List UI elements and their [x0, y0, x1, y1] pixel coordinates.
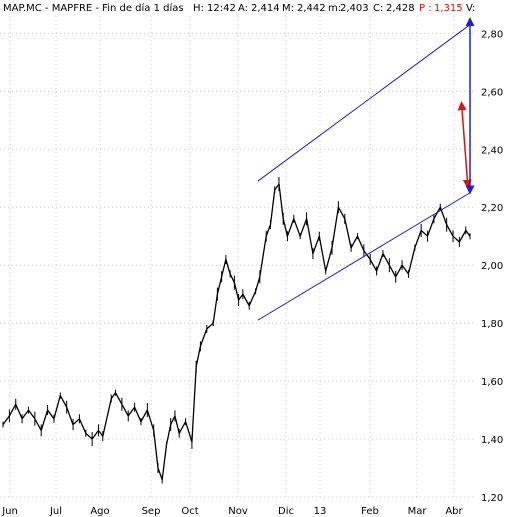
- y-tick-label: 1,60: [481, 377, 503, 388]
- x-tick-label: Mar: [408, 506, 428, 517]
- x-tick-label: Jul: [49, 506, 62, 517]
- channel-line: [257, 192, 471, 321]
- grid: [0, 16, 476, 498]
- y-tick-label: 2,20: [481, 203, 503, 214]
- price-line: [2, 183, 471, 481]
- x-tick-label: Sep: [142, 506, 161, 517]
- header-m-value: 2,442: [297, 3, 326, 14]
- y-tick-label: 1,20: [481, 493, 503, 504]
- x-tick-label: Feb: [361, 506, 379, 517]
- x-tick-label: Ago: [90, 506, 109, 517]
- y-axis: 1,20 1,40 1,60 1,80 2,00 2,20 2,40 2,60 2,80: [481, 29, 503, 504]
- header-a-value: 2,414: [251, 3, 280, 14]
- red-arrow: [457, 101, 472, 189]
- y-tick-label: 1,80: [481, 319, 503, 330]
- header-a-label: A:: [238, 3, 248, 14]
- channel-line: [257, 24, 471, 182]
- header-p-value: 1,315: [434, 3, 463, 14]
- y-tick-label: 2,80: [481, 29, 503, 40]
- header-h-value: 12:42: [207, 3, 236, 14]
- y-tick-label: 2,60: [481, 87, 503, 98]
- header-min-label: m:: [328, 3, 341, 14]
- header-min-value: 2,403: [340, 3, 369, 14]
- x-tick-label: Abr: [445, 506, 463, 517]
- x-tick-label: Dic: [278, 506, 294, 517]
- header-v-label: V:: [466, 3, 475, 14]
- y-tick-label: 2,40: [481, 145, 503, 156]
- price-series: [2, 177, 471, 484]
- y-tick-label: 2,00: [481, 261, 503, 272]
- chart-title: MAP.MC - MAPFRE - Fin de día 1 días: [3, 2, 184, 14]
- x-tick-label: 13: [314, 506, 327, 517]
- annotations: [257, 17, 475, 321]
- header-m-label: M:: [282, 3, 294, 14]
- x-axis: Jun Jul Ago Sep Oct Nov Dic 13 Feb Mar Abr: [1, 506, 463, 517]
- y-tick-label: 1,40: [481, 435, 503, 446]
- header-c-label: C:: [373, 3, 383, 14]
- header-h-label: H:: [193, 3, 204, 14]
- x-tick-label: Jun: [1, 506, 18, 517]
- x-tick-label: Oct: [181, 506, 198, 517]
- x-tick-label: Nov: [228, 506, 248, 517]
- header-c-value: 2,428: [386, 3, 415, 14]
- header-p-label: P :: [419, 3, 432, 14]
